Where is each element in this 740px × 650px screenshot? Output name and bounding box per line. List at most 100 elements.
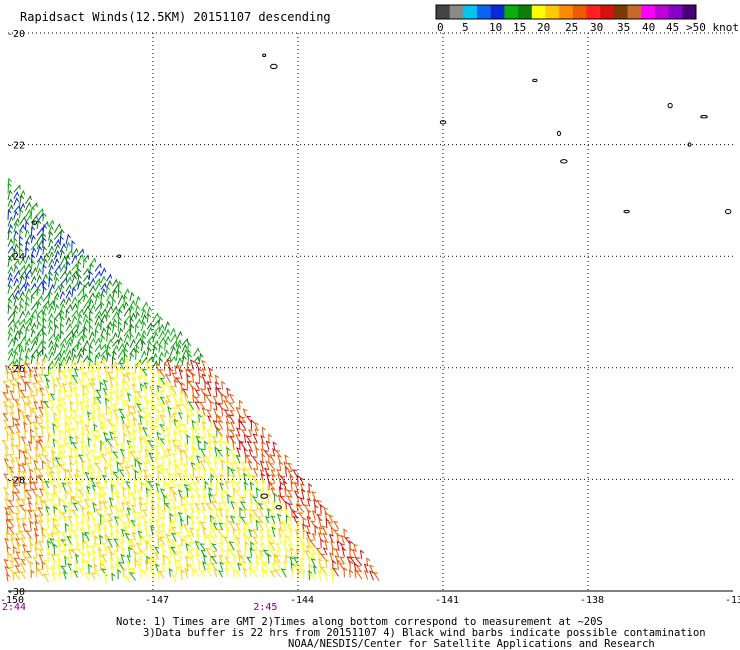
wind-barb — [192, 434, 197, 444]
wind-barb — [13, 222, 20, 233]
wind-barb — [285, 500, 290, 511]
wind-barb — [83, 371, 90, 381]
wind-barb — [49, 393, 55, 401]
wind-barb — [324, 511, 329, 522]
wind-barb — [27, 509, 33, 518]
wind-barb — [71, 286, 77, 298]
wind-barb — [186, 361, 191, 371]
legend-swatch — [586, 5, 601, 19]
wind-barb — [95, 389, 102, 398]
wind-barb — [245, 541, 249, 551]
wind-barb — [170, 520, 177, 529]
wind-barb — [204, 394, 212, 404]
wind-barb — [64, 468, 69, 479]
wind-barb — [242, 527, 248, 538]
wind-barb — [125, 413, 131, 422]
wind-barb — [78, 567, 84, 577]
wind-barb — [100, 412, 108, 423]
wind-barb — [101, 519, 108, 530]
wind-barb — [235, 542, 241, 551]
wind-barb — [120, 508, 125, 518]
wind-barb — [242, 522, 248, 531]
wind-barb — [97, 523, 103, 531]
wind-barb — [104, 534, 110, 543]
wind-barb — [71, 441, 79, 451]
wind-barb — [36, 207, 44, 216]
wind-barb — [53, 356, 61, 368]
wind-barb — [210, 400, 215, 410]
wind-barb — [154, 456, 160, 467]
wind-barb — [308, 563, 313, 574]
wind-barb — [82, 339, 90, 349]
wind-barb — [111, 430, 119, 439]
wind-barb — [146, 306, 153, 317]
wind-barb — [275, 549, 282, 558]
wind-barb — [62, 504, 68, 513]
wind-barb — [353, 562, 359, 572]
wind-barb — [270, 515, 276, 524]
wind-barb — [130, 464, 137, 474]
wind-barb — [116, 461, 121, 473]
wind-barb — [42, 279, 47, 289]
wind-barb — [40, 499, 45, 510]
wind-barb — [181, 343, 188, 353]
wind-barb — [135, 295, 141, 307]
wind-barb — [19, 448, 23, 460]
wind-barb — [70, 447, 75, 458]
wind-barb — [8, 566, 15, 575]
wind-barb — [199, 460, 206, 471]
wind-barb — [189, 455, 195, 464]
wind-barb — [38, 373, 44, 383]
wind-barb — [213, 568, 218, 578]
wind-barb — [9, 559, 15, 568]
wind-barb — [7, 326, 13, 334]
wind-barb — [223, 395, 229, 404]
wind-barb — [42, 223, 47, 235]
wind-barb — [95, 435, 102, 444]
wind-barb — [59, 309, 65, 320]
wind-barb — [167, 406, 172, 417]
wind-barb — [137, 530, 143, 539]
wind-barb — [35, 454, 40, 464]
wind-barb — [19, 562, 26, 573]
legend-tick-label: >50 knots — [686, 21, 740, 34]
wind-barb — [53, 317, 58, 327]
wind-barb — [266, 486, 272, 497]
wind-barb — [198, 413, 203, 424]
wind-barb — [26, 497, 32, 505]
wind-barb — [218, 522, 224, 531]
wind-barb — [12, 484, 20, 494]
wind-barb — [110, 384, 115, 394]
wind-barb — [48, 258, 55, 268]
wind-barb — [88, 350, 94, 361]
wind-barb — [84, 405, 90, 414]
wind-barb — [148, 473, 154, 482]
wind-barb — [218, 439, 224, 450]
wind-barb — [67, 416, 73, 425]
wind-barb — [214, 401, 220, 410]
wind-barb — [83, 267, 90, 276]
wind-barb — [102, 379, 108, 389]
wind-barb — [59, 509, 64, 520]
wind-barb — [336, 533, 341, 543]
wind-barb — [53, 343, 60, 354]
wind-barb — [306, 508, 312, 520]
wind-barb — [100, 486, 108, 496]
wind-barb — [251, 509, 258, 518]
wind-barb — [111, 356, 116, 367]
wind-barb — [111, 572, 116, 581]
wind-barb — [70, 496, 75, 505]
wind-barb — [7, 426, 15, 434]
wind-barb — [48, 467, 55, 475]
wind-barb — [87, 437, 92, 448]
wind-barb — [25, 396, 32, 405]
wind-barb — [28, 369, 34, 378]
wind-barb — [154, 563, 160, 574]
wind-barb — [7, 505, 15, 514]
wind-barb — [86, 503, 91, 515]
wind-barb — [289, 547, 295, 558]
wind-barb — [30, 569, 35, 578]
wind-barb — [146, 334, 154, 344]
wind-barb — [94, 401, 102, 411]
wind-barb — [48, 332, 56, 342]
